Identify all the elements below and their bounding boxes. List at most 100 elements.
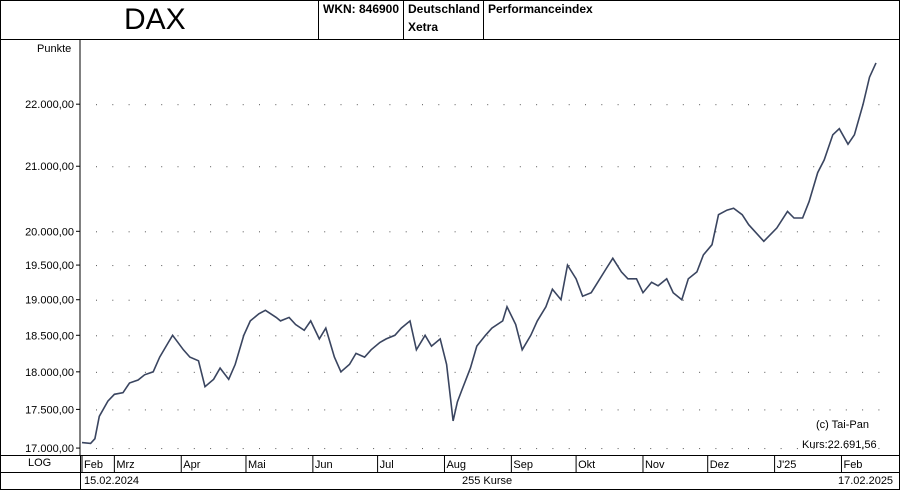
grid-dot <box>96 166 97 168</box>
y-axis-ticks: 17.000,00 17.500,00 18.000,00 18.500,00 19.0… <box>25 99 80 455</box>
grid-dot <box>210 265 212 267</box>
grid-dot <box>96 335 97 337</box>
grid-dot <box>422 448 423 450</box>
grid-dot <box>470 231 472 233</box>
grid-dot <box>177 335 179 337</box>
grid-dot <box>161 299 163 301</box>
grid-dot <box>128 265 130 267</box>
grid-dot <box>373 409 375 411</box>
grid-dot <box>601 299 603 301</box>
grid-dot <box>96 409 97 411</box>
grid-dot <box>112 448 114 450</box>
grid-dot <box>617 104 619 106</box>
grid-dot <box>454 104 456 106</box>
grid-dot <box>193 371 195 373</box>
grid-dot <box>813 409 815 411</box>
grid-dot <box>862 265 864 267</box>
grid-dot <box>601 371 603 373</box>
grid-dot <box>438 299 440 301</box>
grid-dot <box>780 371 782 373</box>
grid-dot <box>715 231 717 233</box>
grid-dot <box>503 299 505 301</box>
grid-dot <box>96 104 97 106</box>
grid-dot <box>128 409 130 411</box>
grid-dot <box>601 265 603 267</box>
x-tick-label: Apr <box>183 459 200 471</box>
y-tick-label: 20.000,00 <box>25 226 74 238</box>
grid-dot <box>764 104 766 106</box>
grid-dot <box>438 335 440 337</box>
grid-dot <box>324 299 326 301</box>
grid-dot <box>633 104 635 106</box>
grid-dot <box>340 299 342 301</box>
grid-dot <box>601 166 603 168</box>
grid-dot <box>438 371 440 373</box>
grid-dot <box>829 166 831 168</box>
grid-dot <box>699 166 701 168</box>
grid-dot <box>519 299 521 301</box>
grid-dot <box>536 265 538 267</box>
grid-dot <box>324 166 326 168</box>
grid-dot <box>764 166 766 168</box>
y-tick-label: 18.500,00 <box>25 330 74 342</box>
grid-dot <box>503 104 505 106</box>
grid-dot <box>291 299 293 301</box>
grid-dot <box>128 448 130 450</box>
grid-dot <box>470 166 472 168</box>
grid-dot <box>503 265 505 267</box>
scale-label: LOG <box>28 457 52 469</box>
grid-dot <box>715 448 717 450</box>
grid-dot <box>764 299 766 301</box>
grid-dot <box>275 299 277 301</box>
grid-dot <box>356 299 358 301</box>
grid-dot <box>193 265 195 267</box>
grid-dot <box>112 299 114 301</box>
grid-dot <box>845 104 847 106</box>
grid-dot <box>259 409 260 411</box>
grid-dot <box>503 448 505 450</box>
grid-dot <box>650 166 652 168</box>
grid-dot <box>144 448 146 450</box>
grid-dot <box>373 104 375 106</box>
grid-dot <box>422 265 423 267</box>
grid-dot <box>470 335 472 337</box>
grid-dot <box>275 265 277 267</box>
grid-dot <box>161 448 163 450</box>
wkn-label: WKN: 846900 <box>323 2 400 16</box>
grid-dot <box>568 166 570 168</box>
grid-dot <box>307 371 309 373</box>
grid-dot <box>617 231 619 233</box>
grid-dot <box>144 104 146 106</box>
grid-dot <box>177 409 179 411</box>
grid-dot <box>356 335 358 337</box>
grid-dot <box>552 104 554 106</box>
grid-dot <box>780 166 782 168</box>
grid-dot <box>96 371 97 373</box>
grid-dot <box>226 409 228 411</box>
grid-dot <box>633 448 635 450</box>
grid-dot <box>177 371 179 373</box>
grid-dot <box>275 371 277 373</box>
grid-dot <box>780 231 782 233</box>
grid-dot <box>813 166 815 168</box>
grid-dot <box>242 409 244 411</box>
grid-dot <box>633 299 635 301</box>
grid-dot <box>699 409 701 411</box>
grid-dot <box>291 448 293 450</box>
grid-dot <box>813 265 815 267</box>
grid-dot <box>748 371 749 373</box>
grid-dot <box>878 104 880 106</box>
grid-dot <box>845 166 847 168</box>
grid-dot <box>633 409 635 411</box>
grid-dot <box>813 299 815 301</box>
grid-dot <box>161 166 163 168</box>
x-tick-label: Aug <box>446 459 466 471</box>
grid-dot <box>259 166 260 168</box>
grid-dot <box>536 231 538 233</box>
grid-dot <box>682 166 684 168</box>
grid-dot <box>601 335 603 337</box>
grid-dot <box>324 104 326 106</box>
grid-dot <box>568 299 570 301</box>
grid-dot <box>324 409 326 411</box>
grid-dot <box>454 231 456 233</box>
